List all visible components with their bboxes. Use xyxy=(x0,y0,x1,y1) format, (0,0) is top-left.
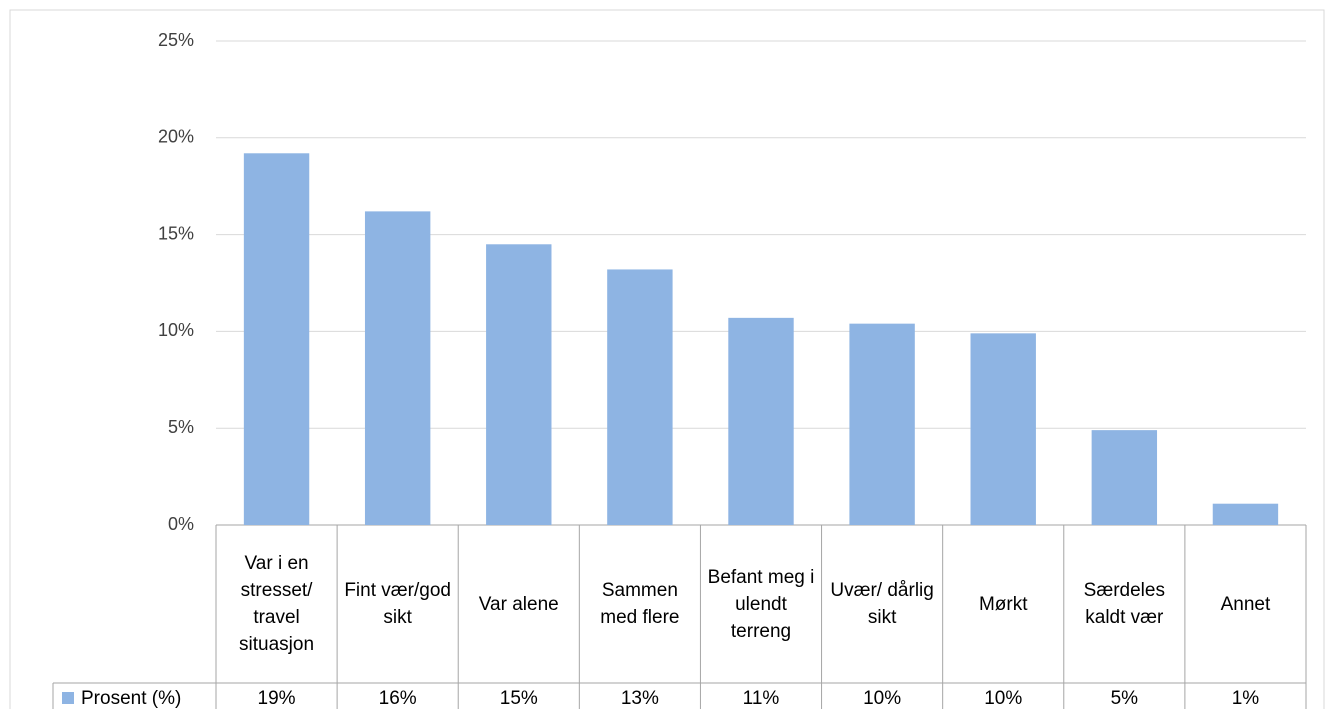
y-tick-label: 5% xyxy=(168,417,194,437)
bar xyxy=(486,244,552,525)
y-tick-label: 20% xyxy=(158,127,194,147)
data-table-value: 19% xyxy=(257,687,296,709)
x-tick-label: Uvær/ dårlig sikt xyxy=(830,580,934,628)
x-tick-label: Var i en stresset/ travel situasjon xyxy=(239,553,315,655)
y-tick-label: 15% xyxy=(158,223,194,243)
bar xyxy=(607,269,673,525)
y-tick-label: 10% xyxy=(158,320,194,340)
bar xyxy=(1212,503,1279,525)
x-tick-label: Mørkt xyxy=(978,593,1028,615)
x-tick-label: Annet xyxy=(1220,593,1271,615)
data-table-value: 10% xyxy=(863,687,902,709)
data-table-value: 13% xyxy=(620,687,659,709)
y-tick-label: 0% xyxy=(168,514,194,534)
bar xyxy=(849,323,915,525)
x-tick-label: Befant meg i ulendt terreng xyxy=(707,566,815,642)
x-tick-label: Var alene xyxy=(478,593,559,615)
x-tick-label: Særdeles kaldt vær xyxy=(1083,580,1165,628)
data-table-value: 1% xyxy=(1231,687,1260,709)
data-table-value: 5% xyxy=(1110,687,1139,709)
data-table-value: 15% xyxy=(499,687,538,709)
bar xyxy=(1091,430,1158,525)
bar xyxy=(728,317,794,525)
chart-border xyxy=(9,9,1325,709)
x-tick-label: Sammen med flere xyxy=(600,580,680,628)
bar xyxy=(243,153,310,525)
x-tick-label: Fint vær/god sikt xyxy=(344,580,451,628)
bar xyxy=(970,333,1036,525)
data-table-value: 11% xyxy=(742,687,780,709)
y-tick-label: 25% xyxy=(158,30,194,50)
legend-swatch xyxy=(62,692,74,704)
data-table-value: 16% xyxy=(378,687,417,709)
legend-label: Prosent (%) xyxy=(81,687,182,709)
bar xyxy=(364,211,431,526)
data-table-value: 10% xyxy=(984,687,1023,709)
